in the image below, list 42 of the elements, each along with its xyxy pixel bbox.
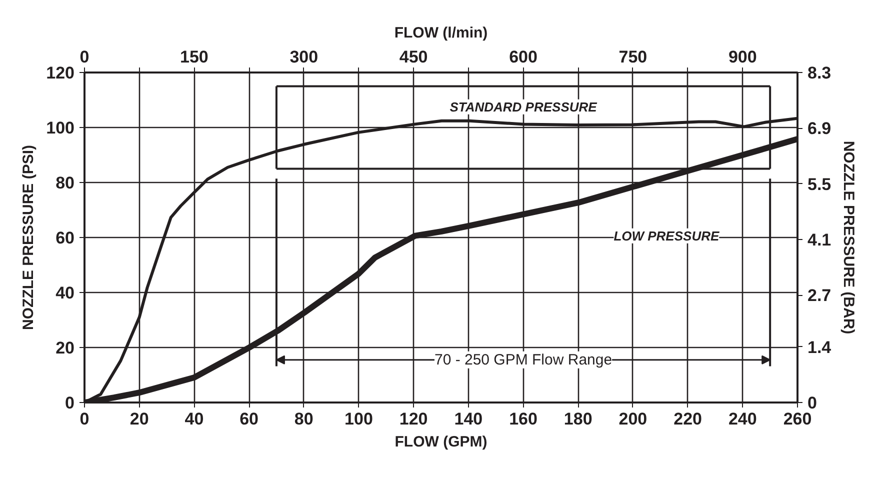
y2-tick-label: 4.1 [808, 230, 832, 250]
y2-tick-label: 8.3 [808, 64, 832, 82]
y-tick-label: 20 [56, 338, 75, 358]
x-tick-label: 120 [399, 410, 428, 428]
y2-axis-title: NOZZLE PRESSURE (BAR) [840, 140, 858, 334]
y2-tick-label: 5.5 [808, 174, 832, 194]
x-tick-label: 160 [509, 410, 538, 428]
y2-tick-label: 0 [808, 394, 817, 412]
y-tick-label: 60 [56, 228, 75, 248]
y2-tick-label: 6.9 [808, 119, 832, 138]
y-tick-label: 40 [56, 284, 75, 302]
y2-tick-label: 1.4 [808, 338, 832, 357]
x-tick-label: 100 [344, 410, 373, 428]
x-tick-label: 260 [783, 410, 812, 428]
x-tick-label: 40 [184, 410, 204, 428]
x-tick-label: 20 [130, 410, 149, 428]
x-axis-title: FLOW (GPM) [394, 434, 488, 450]
annotation: STANDARD PRESSURE [450, 99, 598, 114]
x-tick-label: 240 [728, 410, 757, 428]
x-tick-label: 140 [454, 410, 483, 428]
y-tick-label: 0 [65, 394, 75, 412]
y-tick-label: 120 [46, 64, 75, 82]
x-tick-label: 80 [294, 410, 314, 428]
x2-tick-label: 750 [618, 48, 648, 66]
y2-tick-label: 2.7 [808, 286, 832, 306]
x2-tick-label: 450 [399, 48, 428, 66]
x-tick-label: 0 [80, 410, 90, 428]
x2-tick-label: 300 [290, 48, 318, 66]
x2-tick-label: 0 [80, 48, 90, 66]
x2-tick-label: 150 [180, 48, 208, 66]
x2-tick-label: 600 [509, 48, 538, 66]
y-tick-label: 80 [56, 174, 75, 192]
y-tick-label: 100 [46, 118, 75, 138]
x-tick-label: 180 [564, 410, 592, 428]
x-tick-label: 200 [618, 410, 648, 428]
annotation: 70 - 250 GPM Flow Range [434, 351, 612, 368]
x-tick-label: 60 [240, 410, 259, 428]
x-tick-label: 220 [674, 410, 702, 428]
x2-axis-title: FLOW (l/min) [394, 24, 488, 42]
x2-tick-label: 900 [728, 48, 757, 66]
annotation: LOW PRESSURE [614, 228, 720, 244]
y-axis-title: NOZZLE PRESSURE (PSI) [20, 144, 38, 330]
